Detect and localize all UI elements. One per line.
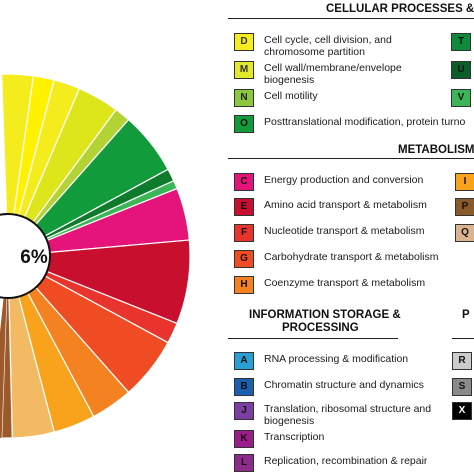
pie-center-label: 6%: [20, 247, 48, 268]
legend-badge: A: [234, 352, 254, 370]
legend-label: Coenzyme transport & metabolism: [264, 277, 426, 289]
section-title-processing: PROCESSING: [282, 322, 359, 334]
legend-badge: J: [234, 402, 254, 420]
pie-center-hole: [0, 213, 51, 299]
legend-label-line2: biogenesis: [264, 74, 315, 86]
legend-badge: B: [234, 378, 254, 396]
legend-label: Amino acid transport & metabolism: [264, 199, 427, 211]
pie-slice-edge: [0, 256, 8, 438]
section-rule-information: [228, 338, 398, 339]
legend-badge: Q: [455, 224, 474, 242]
legend-badge: N: [234, 89, 254, 107]
legend-badge: D: [234, 33, 254, 51]
section-title-information: INFORMATION STORAGE &: [249, 309, 401, 321]
legend-badge: G: [234, 250, 254, 268]
legend-badge: V: [451, 89, 471, 107]
legend-badge: R: [452, 352, 472, 370]
section-rule-cellular: [228, 18, 474, 19]
legend-label: Energy production and conversion: [264, 174, 424, 186]
legend-badge: C: [234, 173, 254, 191]
legend-badge: H: [234, 276, 254, 294]
legend-label: Posttranslational modification, protein …: [264, 116, 466, 128]
legend-badge: K: [234, 430, 254, 448]
legend-badge: P: [455, 198, 474, 216]
legend-badge: E: [234, 198, 254, 216]
legend-badge: S: [452, 378, 472, 396]
legend-badge: I: [455, 173, 474, 191]
legend-label: Transcription: [264, 431, 325, 443]
legend-label: Translation, ribosomal structure and: [264, 403, 432, 415]
legend-label: Carbohydrate transport & metabolism: [264, 251, 439, 263]
legend-badge: M: [234, 61, 254, 79]
legend-badge: U: [451, 61, 471, 79]
section-rule-metabolism: [228, 158, 474, 159]
legend-label: Cell motility: [264, 90, 318, 102]
legend-badge: T: [451, 33, 471, 51]
legend-label-line2: biogenesis: [264, 415, 315, 427]
legend-label: Cell cycle, cell division, and: [264, 34, 392, 46]
pie-chart: 6%: [0, 0, 230, 474]
section-title-poorly: P: [462, 309, 470, 321]
legend-label-line2: chromosome partition: [264, 46, 365, 58]
legend-badge: X: [452, 402, 472, 420]
section-title-cellular: CELLULAR PROCESSES & SIG: [326, 3, 474, 15]
pie-chart-svg: 6%: [0, 73, 191, 439]
section-rule-poorly: [452, 338, 474, 339]
legend-label: Replication, recombination & repair: [264, 455, 428, 467]
pie-slice-p: [1, 255, 13, 439]
legend-label: Cell wall/membrane/envelope: [264, 62, 402, 74]
legend-label: Chromatin structure and dynamics: [264, 379, 424, 391]
legend-badge: O: [234, 115, 254, 133]
legend-badge: L: [234, 454, 254, 472]
legend-badge: F: [234, 224, 254, 242]
legend-label: Nucleotide transport & metabolism: [264, 225, 425, 237]
legend-label: RNA processing & modification: [264, 353, 409, 365]
section-title-metabolism: METABOLISM: [398, 144, 474, 156]
